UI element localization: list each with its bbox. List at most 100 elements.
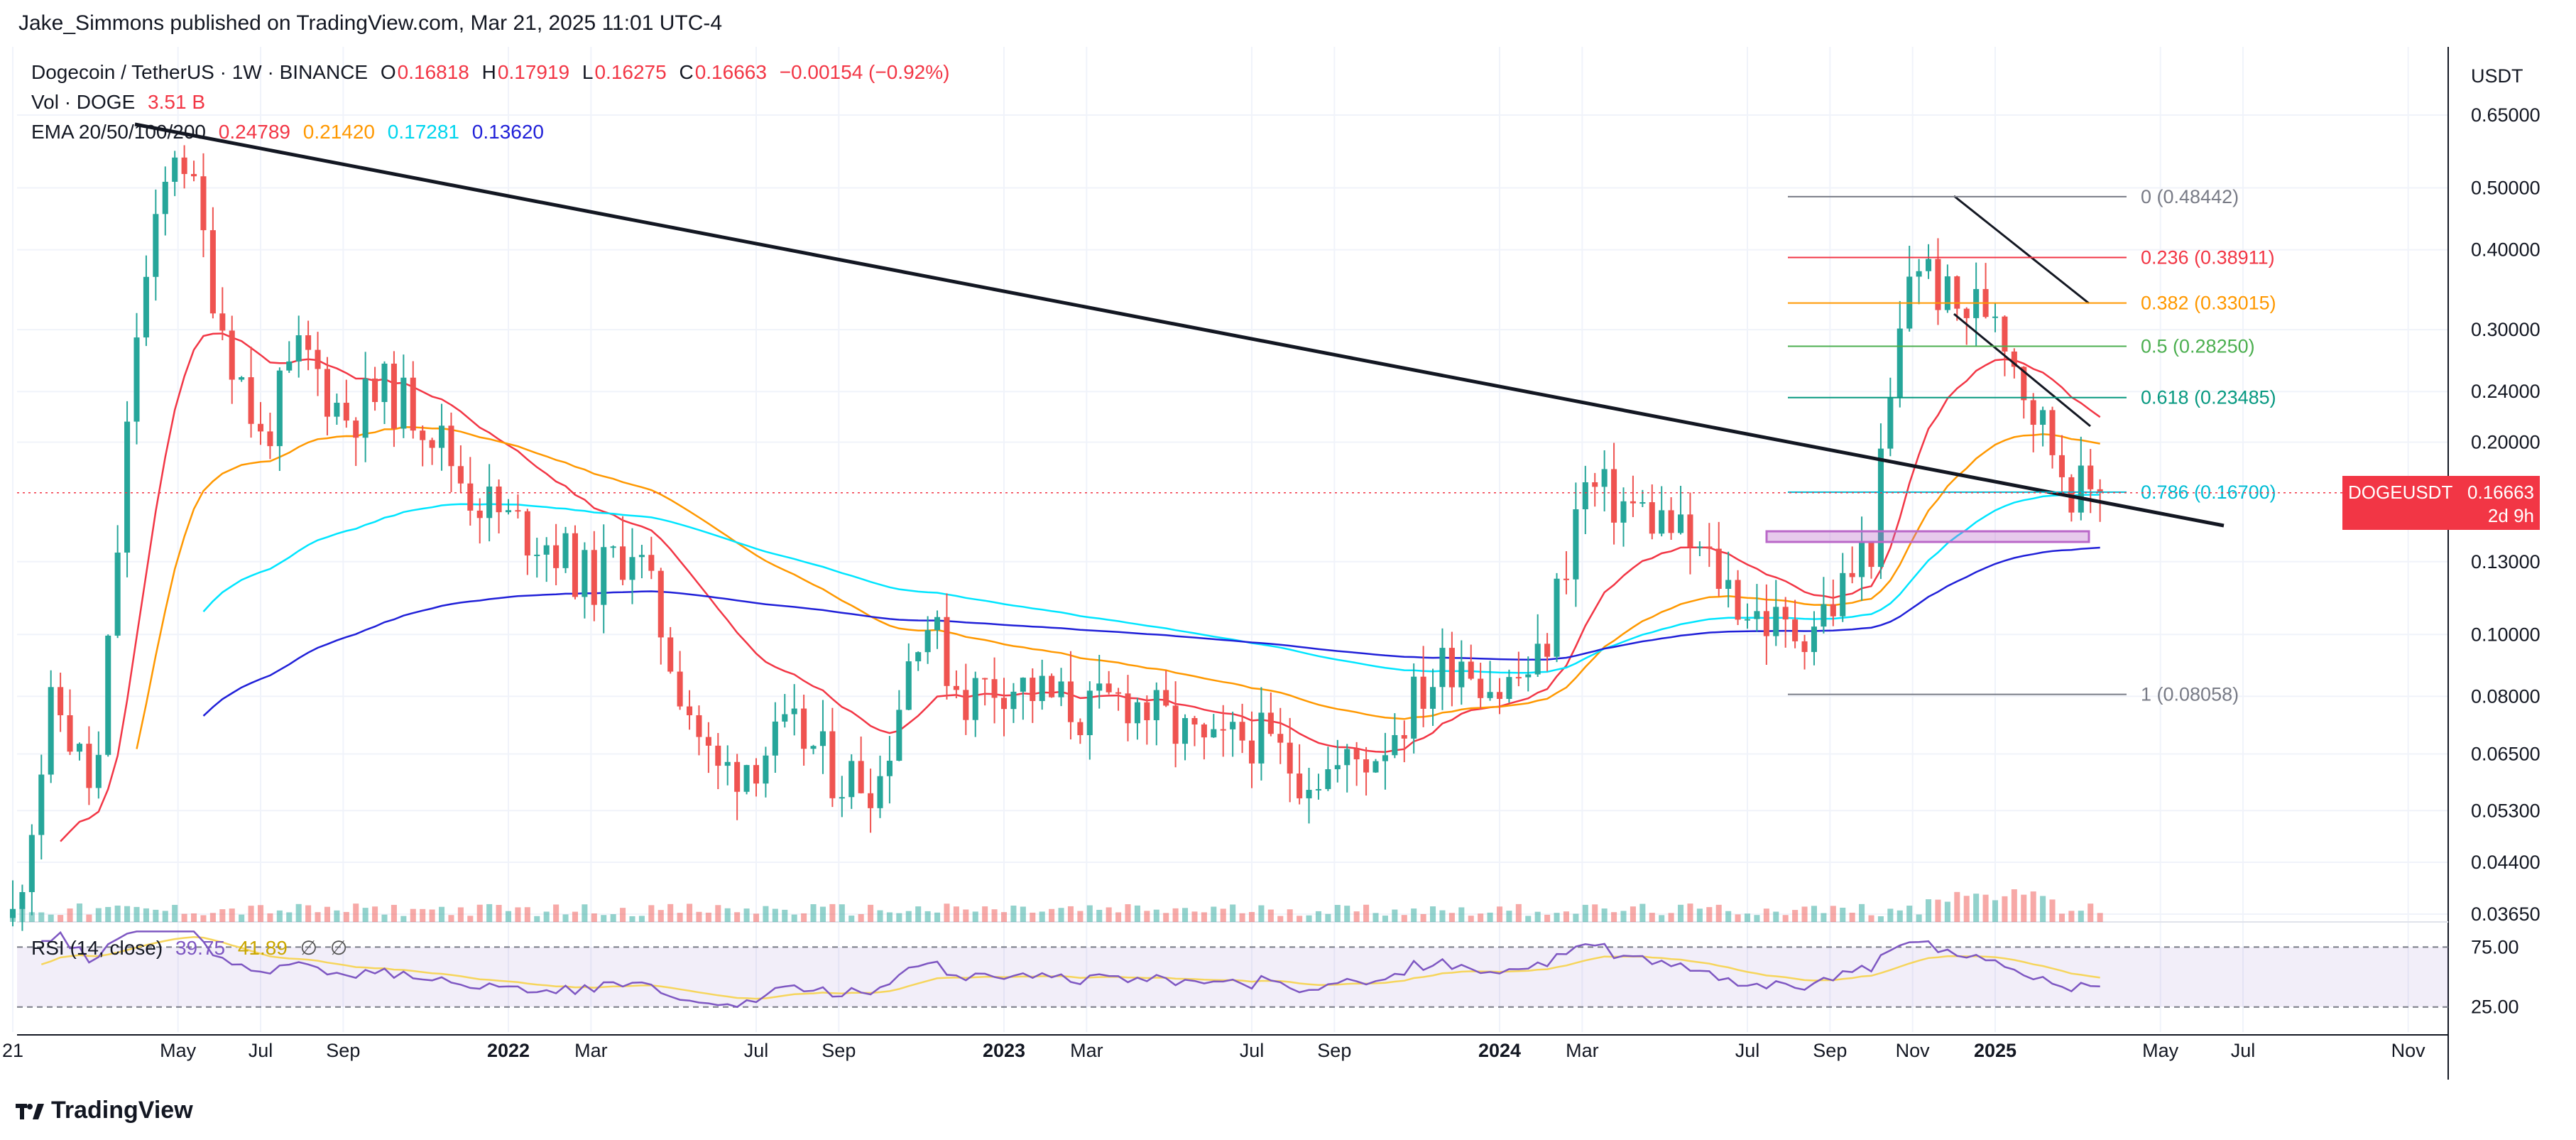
volume-bar bbox=[1248, 911, 1255, 922]
price-tick-label: 0.03650 bbox=[2471, 903, 2540, 925]
volume-bar bbox=[2078, 911, 2084, 922]
candle-body bbox=[2078, 465, 2084, 513]
rsi-label[interactable]: RSI (14, close) bbox=[31, 937, 163, 959]
volume-bar bbox=[1058, 908, 1064, 922]
volume-bar bbox=[1849, 912, 1855, 922]
volume-bar bbox=[1544, 914, 1551, 922]
price-axis: USDT 0.65000 0.50000 0.40000 0.30000 0.24000 0… bbox=[2471, 65, 2540, 1018]
candle-body bbox=[1439, 648, 1446, 688]
candle-body bbox=[1877, 448, 1884, 568]
candle-body bbox=[1220, 729, 1226, 731]
volume-bar bbox=[420, 908, 426, 922]
volume-bar bbox=[1096, 909, 1103, 922]
price-badge[interactable]: DOGEUSDT 0.16663 2d 9h bbox=[2342, 476, 2540, 530]
candle-body bbox=[1468, 661, 1474, 679]
candle-body bbox=[705, 737, 711, 746]
low-value: 0.16275 bbox=[594, 61, 667, 83]
time-tick-label: Jul bbox=[744, 1040, 769, 1061]
volume-bar bbox=[1859, 903, 1865, 922]
candle-body bbox=[1430, 687, 1436, 709]
candle-body bbox=[886, 761, 893, 776]
candle-body bbox=[305, 335, 312, 350]
candle-body bbox=[934, 617, 941, 631]
candle-body bbox=[1963, 308, 1970, 318]
volume-bar bbox=[515, 907, 521, 922]
time-tick-label: Jul bbox=[1735, 1040, 1760, 1061]
volume-bar bbox=[2097, 913, 2103, 922]
candle-body bbox=[2097, 489, 2103, 493]
candle-body bbox=[1153, 690, 1159, 720]
volume-bar bbox=[1363, 904, 1370, 922]
volume-bar bbox=[877, 910, 883, 922]
candle-body bbox=[467, 483, 474, 511]
volume-bar bbox=[1515, 903, 1522, 922]
volume-bar bbox=[1525, 916, 1532, 922]
volume-bar bbox=[1735, 914, 1741, 922]
volume-bar bbox=[1601, 908, 1608, 922]
volume-bar bbox=[334, 910, 340, 922]
candle-body bbox=[1420, 676, 1426, 709]
candle-body bbox=[1868, 543, 1874, 568]
candle-body bbox=[429, 440, 435, 448]
ema20-value: 0.24789 bbox=[218, 121, 290, 143]
volume-bar bbox=[1258, 905, 1265, 922]
volume-bar bbox=[400, 916, 407, 922]
volume-bar bbox=[553, 904, 560, 922]
volume-bar bbox=[76, 903, 82, 922]
volume-bar bbox=[1649, 913, 1655, 922]
volume-bar bbox=[267, 913, 273, 922]
volume-bar bbox=[58, 915, 64, 922]
volume-bar bbox=[1010, 905, 1017, 922]
candle-body bbox=[257, 423, 264, 432]
candle-body bbox=[1506, 677, 1512, 699]
candle-body bbox=[791, 708, 797, 715]
volume-bar bbox=[591, 913, 597, 922]
volume-bar bbox=[1163, 913, 1169, 922]
candle-body bbox=[1620, 501, 1627, 523]
candle-body bbox=[1821, 604, 1827, 627]
volume-bar bbox=[1992, 900, 1999, 922]
volume-bar bbox=[86, 914, 92, 922]
volume-bar bbox=[162, 911, 168, 922]
volume-bar bbox=[95, 908, 102, 922]
candle-body bbox=[1020, 678, 1026, 692]
fib-level-label: 0.618 (0.23485) bbox=[2141, 387, 2276, 408]
symbol-name[interactable]: Dogecoin / TetherUS · 1W · BINANCE bbox=[31, 61, 369, 83]
candle-body bbox=[1554, 578, 1560, 657]
time-tick-label: Nov bbox=[2391, 1040, 2426, 1061]
volume-label[interactable]: Vol · DOGE bbox=[31, 91, 136, 113]
time-tick-label: Sep bbox=[1813, 1040, 1847, 1061]
candle-body bbox=[582, 550, 588, 597]
candle-body bbox=[457, 466, 464, 484]
candle-body bbox=[610, 546, 616, 548]
candle-body bbox=[1601, 469, 1608, 487]
volume-bar bbox=[219, 909, 226, 922]
time-tick-label: May bbox=[160, 1040, 197, 1061]
ema100-value: 0.17281 bbox=[387, 121, 459, 143]
candle-body bbox=[896, 710, 902, 761]
volume-bar bbox=[1926, 899, 1932, 922]
candle-body bbox=[572, 533, 578, 597]
tradingview-logo[interactable]: TradingView bbox=[16, 1097, 193, 1124]
candle-body bbox=[638, 555, 645, 558]
volume-bar bbox=[2002, 896, 2008, 922]
candle-body bbox=[515, 510, 521, 512]
candle-body bbox=[1763, 611, 1769, 636]
volume-bar bbox=[2011, 889, 2017, 922]
volume-bar bbox=[38, 912, 45, 922]
volume-bar bbox=[753, 913, 760, 922]
ema-label[interactable]: EMA 20/50/100/200 bbox=[31, 121, 206, 143]
fib-level-label: 0.786 (0.16700) bbox=[2141, 482, 2276, 503]
candle-body bbox=[1696, 546, 1703, 548]
volume-bar bbox=[1458, 907, 1465, 922]
volume-bar bbox=[276, 910, 283, 922]
volume-bar bbox=[248, 906, 254, 922]
candle-body bbox=[772, 721, 778, 756]
candle-body bbox=[1000, 697, 1008, 710]
volume-bar bbox=[791, 914, 797, 922]
price-tick-label: 0.06500 bbox=[2471, 744, 2540, 765]
volume-bar bbox=[372, 906, 378, 922]
candle-body bbox=[486, 487, 493, 519]
volume-bar bbox=[905, 911, 912, 922]
